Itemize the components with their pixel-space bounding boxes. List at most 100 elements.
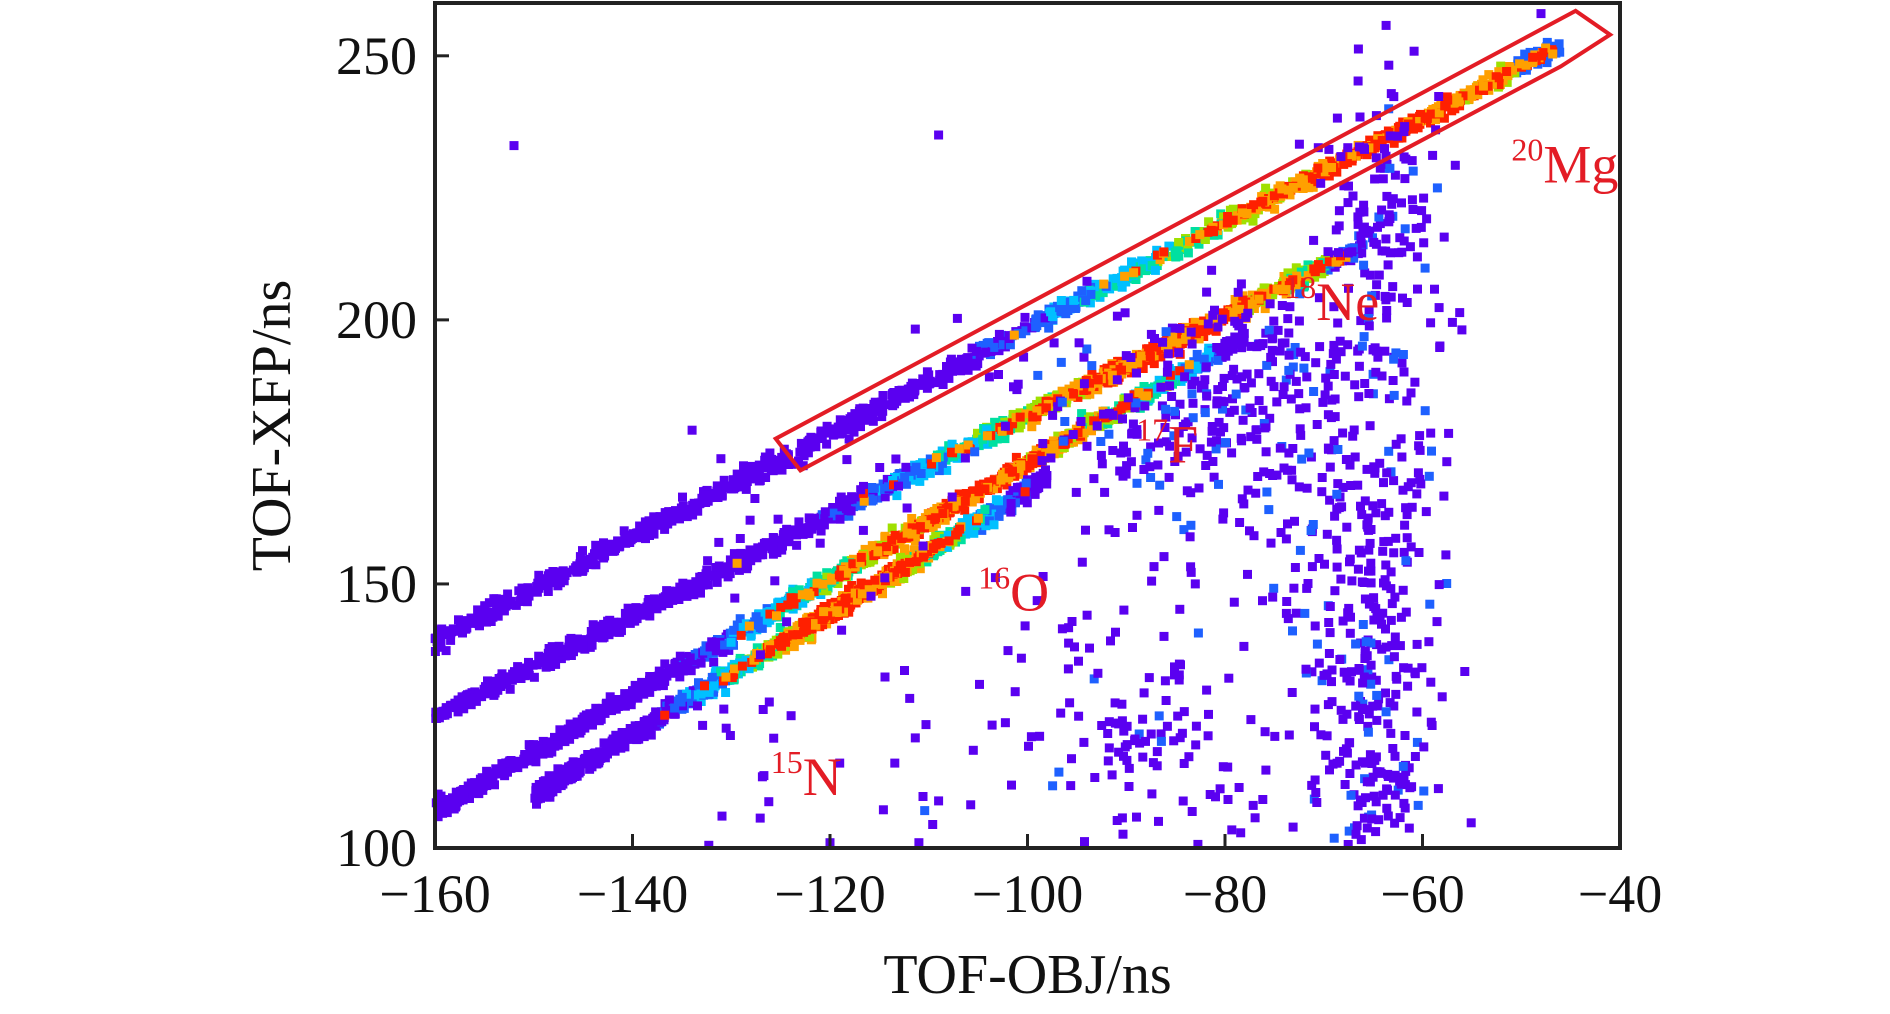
data-point <box>641 685 651 694</box>
data-point <box>1238 208 1247 218</box>
data-point <box>887 535 897 545</box>
data-point <box>1465 88 1475 98</box>
data-point <box>953 496 963 506</box>
data-point <box>490 688 500 698</box>
data-point <box>477 773 487 783</box>
data-point <box>1223 212 1233 221</box>
data-point <box>621 689 630 699</box>
data-point <box>1021 326 1031 336</box>
data-point <box>1032 406 1042 416</box>
data-point <box>797 590 807 600</box>
data-point <box>820 507 830 517</box>
data-point <box>1183 248 1193 258</box>
data-point <box>1045 448 1055 458</box>
data-point <box>984 477 994 487</box>
data-point <box>621 538 631 548</box>
data-point <box>1520 49 1530 59</box>
data-point <box>566 767 576 777</box>
data-point <box>659 595 669 605</box>
data-point <box>788 587 798 597</box>
data-point <box>1167 337 1177 347</box>
data-point <box>813 521 822 530</box>
data-point <box>990 476 999 486</box>
data-point <box>489 594 499 604</box>
data-point <box>614 731 624 741</box>
data-point <box>459 793 469 803</box>
data-point <box>1029 457 1039 467</box>
data-point <box>567 761 577 771</box>
data-point <box>694 678 703 688</box>
data-point <box>714 561 724 571</box>
data-point <box>678 501 688 511</box>
data-point <box>805 591 815 601</box>
data-point <box>524 667 534 677</box>
data-point <box>1237 343 1247 353</box>
data-point <box>842 498 852 508</box>
data-point <box>1269 191 1279 201</box>
data-point <box>1270 204 1280 214</box>
data-point <box>621 530 631 540</box>
data-point <box>942 362 951 371</box>
data-point <box>949 501 959 511</box>
data-point <box>1079 386 1089 395</box>
data-point <box>1347 150 1357 160</box>
data-point <box>765 615 775 625</box>
data-point <box>1073 379 1083 389</box>
data-point <box>646 730 656 740</box>
data-point <box>973 428 982 438</box>
data-point <box>1297 178 1307 188</box>
data-point <box>970 493 980 503</box>
data-point <box>1310 266 1320 275</box>
data-point <box>907 378 917 388</box>
data-point <box>1542 37 1552 47</box>
data-point <box>1008 486 1018 496</box>
data-point <box>660 524 670 534</box>
data-point <box>625 724 635 733</box>
data-point <box>834 570 844 580</box>
data-point <box>918 374 928 384</box>
data-point <box>547 773 556 783</box>
data-point <box>547 642 557 652</box>
data-point <box>609 704 619 714</box>
data-point <box>1172 246 1182 256</box>
data-point <box>1528 52 1538 62</box>
data-point <box>709 681 719 691</box>
data-point <box>598 629 608 639</box>
data-point <box>1078 428 1088 438</box>
data-point <box>859 496 869 506</box>
data-point <box>1022 498 1032 508</box>
data-point <box>963 514 972 524</box>
data-point <box>1200 235 1210 244</box>
data-point <box>462 616 472 626</box>
data-point <box>554 641 564 651</box>
data-point <box>1260 296 1270 306</box>
data-point <box>586 634 596 644</box>
data-point <box>1038 318 1048 328</box>
data-point <box>503 672 513 682</box>
data-point <box>503 767 512 777</box>
data-point <box>907 529 917 539</box>
data-point <box>1494 67 1504 77</box>
data-point <box>1206 225 1216 235</box>
data-point <box>768 462 778 472</box>
data-point <box>574 638 583 648</box>
data-point <box>938 380 948 389</box>
data-point <box>619 694 629 704</box>
data-point <box>847 581 857 590</box>
data-point <box>645 611 655 621</box>
data-point <box>775 460 785 470</box>
data-point <box>819 586 829 596</box>
data-point <box>591 540 601 550</box>
data-point <box>497 759 507 769</box>
data-point <box>1085 378 1094 388</box>
data-point <box>1016 461 1026 471</box>
data-point <box>1069 295 1079 305</box>
data-point <box>575 552 585 562</box>
data-point <box>772 611 781 621</box>
data-point <box>1000 434 1010 444</box>
data-point <box>579 754 589 764</box>
data-point <box>601 742 611 752</box>
data-point <box>1288 182 1298 192</box>
data-point <box>437 630 447 639</box>
data-point <box>604 624 613 634</box>
